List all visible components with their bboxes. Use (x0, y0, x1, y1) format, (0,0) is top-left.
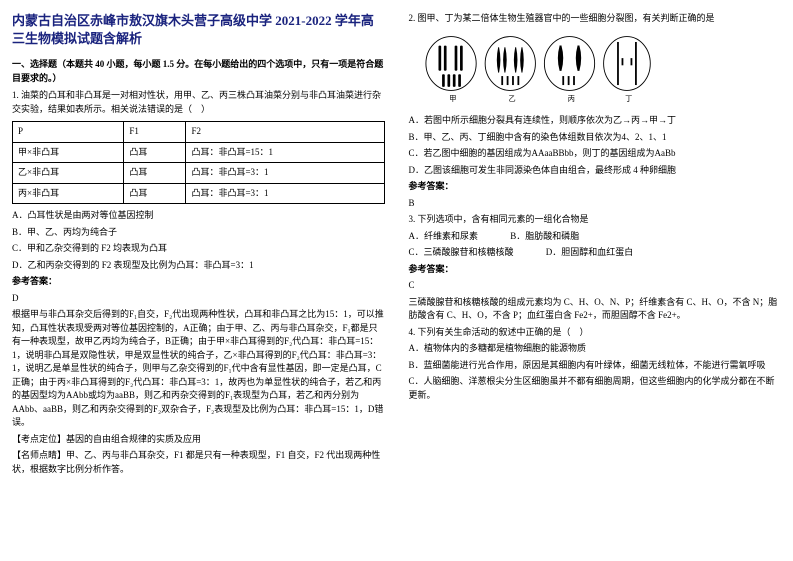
th: P (13, 122, 124, 143)
table-row: 乙×非凸耳 凸耳 凸耳：非凸耳=3：1 (13, 163, 385, 184)
q3-stem: 3. 下列选项中，含有相同元素的一组化合物是 (409, 213, 782, 227)
q3-opts-row1: A．纤维素和尿素 B．脂肪酸和磷脂 (409, 230, 782, 244)
q4-optB: B．蓝细菌能进行光合作用，原因是其细胞内有叶绿体，细菌无线粒体，不能进行需氧呼吸 (409, 359, 782, 373)
page-title: 内蒙古自治区赤峰市敖汉旗木头营子高级中学 2021-2022 学年高三生物模拟试… (12, 12, 385, 48)
q1-optA: A．凸耳性状是由两对等位基因控制 (12, 209, 385, 223)
q3-optC: C．三磷酸腺苷和核糖核酸 (409, 246, 514, 260)
q3-optB: B．脂肪酸和磷脂 (510, 230, 579, 244)
q2-optD: D．乙图该细胞可发生非同源染色体自由组合，最终形成 4 种卵细胞 (409, 164, 782, 178)
table-header-row: P F1 F2 (13, 122, 385, 143)
q2-answer: B (409, 197, 782, 211)
q3-answer: C (409, 279, 782, 293)
q3-optA: A．纤维素和尿素 (409, 230, 479, 244)
table-row: 甲×非凸耳 凸耳 凸耳：非凸耳=15：1 (13, 142, 385, 163)
q1-stem: 1. 油菜的凸耳和非凸耳是一对相对性状，用甲、乙、丙三株凸耳油菜分别与非凸耳油菜… (12, 89, 385, 116)
q2-stem: 2. 图甲、丁为某二倍体生物生殖器官中的一些细胞分裂图，有关判断正确的是 (409, 12, 782, 26)
th: F2 (186, 122, 384, 143)
left-column: 内蒙古自治区赤峰市敖汉旗木头营子高级中学 2021-2022 学年高三生物模拟试… (12, 12, 385, 479)
q3-optD: D．胆固醇和血红蛋白 (546, 246, 634, 260)
q1-optD: D．乙和丙杂交得到的 F2 表现型及比例为凸耳：非凸耳=3：1 (12, 259, 385, 273)
right-column: 2. 图甲、丁为某二倍体生物生殖器官中的一些细胞分裂图，有关判断正确的是 甲 乙 (409, 12, 782, 479)
th: F1 (124, 122, 186, 143)
answer-label: 参考答案： (409, 180, 782, 194)
q2-optC: C．若乙图中细胞的基因组成为AAaaBBbb，则丁的基因组成为AaBb (409, 147, 782, 161)
q1-answer: D (12, 292, 385, 306)
q1-table: P F1 F2 甲×非凸耳 凸耳 凸耳：非凸耳=15：1 乙×非凸耳 凸耳 凸耳… (12, 121, 385, 204)
q2-optB: B．甲、乙、丙、丁细胞中含有的染色体组数目依次为4、2、1、1 (409, 131, 782, 145)
cell-division-diagram: 甲 乙 丙 丁 (409, 33, 669, 103)
q1-point: 【考点定位】基因的自由组合规律的实质及应用 (12, 433, 385, 447)
label-jia: 甲 (449, 95, 456, 103)
q1-trick: 【名师点睛】甲、乙、丙与非凸耳杂交，F1 都是只有一种表现型，F1 自交，F2 … (12, 449, 385, 476)
q1-optC: C．甲和乙杂交得到的 F2 均表现为凸耳 (12, 242, 385, 256)
q4-stem: 4. 下列有关生命活动的叙述中正确的是（ ） (409, 326, 782, 340)
q3-explain: 三磷酸腺苷和核糖核酸的组成元素均为 C、H、O、N、P；纤维素含有 C、H、O，… (409, 296, 782, 323)
label-bing: 丙 (567, 95, 574, 103)
q3-opts-row2: C．三磷酸腺苷和核糖核酸 D．胆固醇和血红蛋白 (409, 246, 782, 260)
q1-explain: 根据甲与非凸耳杂交后得到的F₁自交，F₂代出现两种性状，凸耳和非凸耳之比为15：… (12, 308, 385, 430)
answer-label: 参考答案： (12, 275, 385, 289)
section-heading: 一、选择题（本题共 40 小题，每小题 1.5 分。在每小题给出的四个选项中，只… (12, 58, 385, 85)
q2-optA: A．若图中所示细胞分裂具有连续性，则顺序依次为乙→丙→甲→丁 (409, 114, 782, 128)
label-ding: 丁 (625, 95, 632, 103)
label-yi: 乙 (508, 95, 515, 103)
q4-optC: C．人脑细胞、洋葱根尖分生区细胞虽并不都有细胞周期，但这些细胞内的化学成分都在不… (409, 375, 782, 402)
q4-optA: A．植物体内的多糖都是植物细胞的能源物质 (409, 342, 782, 356)
q1-optB: B．甲、乙、丙均为纯合子 (12, 226, 385, 240)
table-row: 丙×非凸耳 凸耳 凸耳：非凸耳=3：1 (13, 183, 385, 204)
exam-page: 内蒙古自治区赤峰市敖汉旗木头营子高级中学 2021-2022 学年高三生物模拟试… (12, 12, 781, 479)
answer-label: 参考答案： (409, 263, 782, 277)
